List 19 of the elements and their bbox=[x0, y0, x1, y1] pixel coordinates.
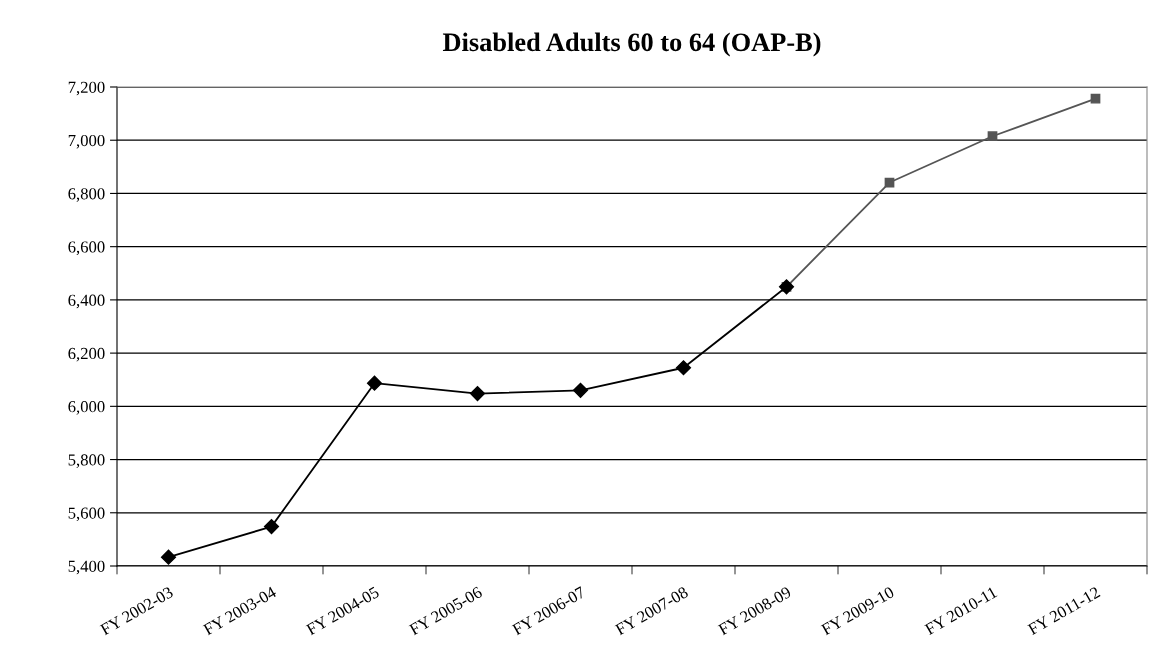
point bbox=[987, 131, 998, 142]
y-tick-label: 7,000 bbox=[68, 134, 105, 149]
point bbox=[675, 360, 692, 376]
point bbox=[1090, 93, 1101, 104]
y-tick-label: 5,800 bbox=[68, 454, 105, 468]
y-tick-label: 6,600 bbox=[68, 241, 105, 256]
point bbox=[469, 385, 486, 402]
y-tick-label: 5,400 bbox=[68, 560, 105, 575]
chart-title: Disabled Adults 60 to 64 (OAP-B) bbox=[442, 32, 821, 57]
y-tick-label: 6,400 bbox=[68, 294, 105, 309]
y-tick-label: 6,000 bbox=[68, 401, 105, 415]
y-tick-label: 6,800 bbox=[68, 188, 105, 202]
y-tick-label: 6,200 bbox=[68, 347, 105, 362]
y-tick-label: 5,600 bbox=[68, 507, 105, 522]
point bbox=[263, 519, 280, 535]
y-tick-label: 7,200 bbox=[68, 81, 105, 96]
point bbox=[160, 549, 177, 565]
point bbox=[572, 382, 589, 398]
point bbox=[366, 375, 383, 391]
